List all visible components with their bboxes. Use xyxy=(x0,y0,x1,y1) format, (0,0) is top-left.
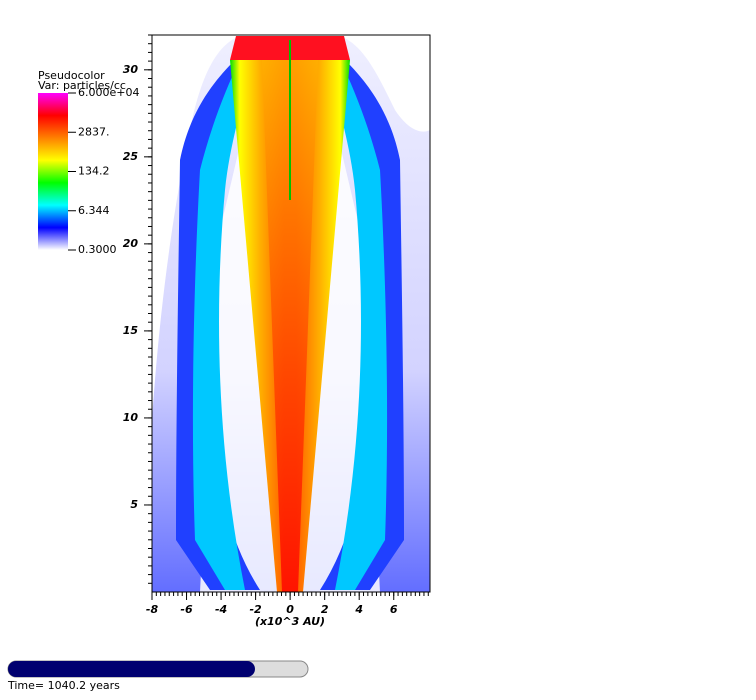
time-slider-fill xyxy=(8,661,255,677)
colorbar-label: 2837. xyxy=(78,125,110,138)
x-tick-label: -8 xyxy=(146,603,159,616)
y-tick-label: 15 xyxy=(123,324,139,337)
colorbar: 6.000e+04 2837. 134.2 6.344 0.3000 xyxy=(38,86,139,256)
legend-var: Var: particles/cc xyxy=(38,79,126,92)
legend-title: Pseudocolor xyxy=(38,69,105,82)
x-tick-label: 2 xyxy=(321,603,329,616)
x-axis-label: (x10^3 AU) xyxy=(255,615,325,628)
x-tick-label: 6 xyxy=(390,603,398,616)
x-tick-label: -2 xyxy=(249,603,262,616)
colorbar-label: 6.000e+04 xyxy=(78,86,139,99)
x-tick-label: -6 xyxy=(180,603,193,616)
colorbar-label: 0.3000 xyxy=(78,243,117,256)
colorbar-label: 6.344 xyxy=(78,204,110,217)
x-tick-label: -4 xyxy=(215,603,227,616)
x-tick-label: 0 xyxy=(286,603,294,616)
y-tick-label: 5 xyxy=(130,498,138,511)
y-tick-label: 30 xyxy=(123,63,139,76)
y-tick-label: 25 xyxy=(123,150,139,163)
x-tick-label: 4 xyxy=(354,603,363,616)
time-label: Time= 1040.2 years xyxy=(7,679,120,692)
colorbar-gradient xyxy=(38,93,68,250)
y-tick-label: 10 xyxy=(123,411,139,424)
colorbar-label: 134.2 xyxy=(78,164,110,177)
density-field xyxy=(152,36,430,592)
y-tick-label: 20 xyxy=(123,237,139,250)
